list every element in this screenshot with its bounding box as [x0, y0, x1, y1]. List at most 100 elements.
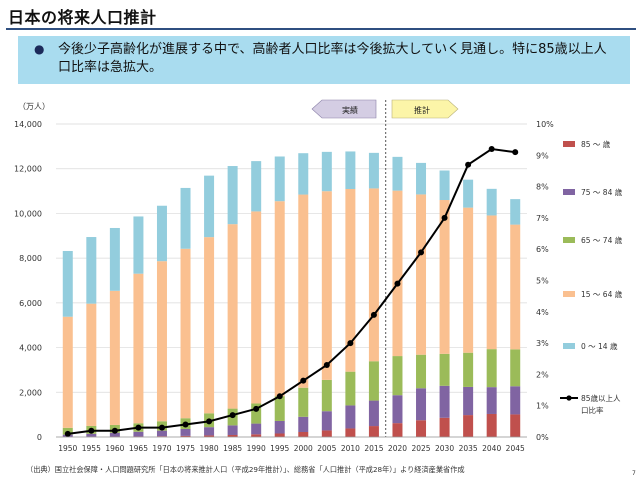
bar-segment: [274, 396, 285, 421]
bar-segment: [510, 386, 521, 415]
y-tick-label-left: 6,000: [19, 299, 42, 308]
bar-segment: [251, 423, 262, 435]
bar-segment: [274, 433, 285, 437]
bar-segment: [321, 430, 332, 437]
legend-line-label: 85歳以上人口比率: [581, 393, 621, 415]
x-tick-label: 2000: [294, 444, 313, 453]
y-tick-label-right: 2%: [536, 370, 549, 379]
legend-label: 75 ～ 84 歳: [581, 187, 623, 197]
bar-segment: [486, 413, 497, 437]
x-tick-label: 1975: [176, 444, 195, 453]
source-note: （出典）国立社会保障・人口問題研究所「日本の将来推計人口（平成29年推計）」、総…: [26, 465, 465, 474]
summary-callout: ● 今後少子高齢化が進展する中で、高齢者人口比率は今後拡大していく見通し。特に8…: [18, 36, 630, 84]
bar-segment: [133, 273, 144, 424]
y-tick-label-right: 9%: [536, 151, 549, 160]
bar-segment: [345, 371, 356, 406]
bar-segment: [416, 388, 427, 421]
y-tick-label-right: 5%: [536, 277, 549, 286]
y-tick-label-right: 3%: [536, 339, 549, 348]
bar-segment: [180, 435, 191, 437]
bar-segment: [204, 237, 215, 414]
ratio-point: [182, 421, 189, 428]
y-tick-label-left: 12,000: [14, 165, 42, 174]
actual-arrow: [311, 99, 377, 119]
bar-segment: [298, 153, 309, 195]
bar-segment: [86, 433, 97, 437]
bar-segment: [368, 152, 379, 189]
actual-label: 実績: [342, 105, 358, 115]
bar-segment: [204, 435, 215, 437]
bar-segment: [86, 237, 97, 304]
x-tick-label: 2045: [506, 444, 525, 453]
bar-segment: [62, 316, 73, 428]
x-tick-label: 1965: [129, 444, 148, 453]
ratio-point: [135, 424, 142, 431]
y-tick-label-right: 1%: [536, 402, 549, 411]
x-tick-label: 1995: [270, 444, 289, 453]
bar-segment: [510, 414, 521, 437]
ratio-point: [158, 424, 165, 431]
bar-segment: [510, 349, 521, 387]
bar-segment: [133, 431, 144, 437]
x-tick-label: 1990: [247, 444, 266, 453]
bar-segment: [486, 349, 497, 388]
bar-segment: [439, 417, 450, 437]
bar-segment: [416, 194, 427, 355]
bar-segment: [298, 194, 309, 388]
bar-segment: [227, 434, 238, 437]
bar-segment: [321, 379, 332, 412]
y-tick-label-left: 8,000: [19, 254, 42, 263]
bar-segment: [321, 411, 332, 431]
y-tick-label-right: 6%: [536, 245, 549, 254]
bar-segment: [368, 361, 379, 401]
bar-segment: [298, 387, 309, 417]
bar-segment: [274, 420, 285, 434]
bar-segment: [156, 430, 167, 437]
bar-segment: [345, 405, 356, 429]
y-tick-label-right: 0%: [536, 433, 549, 442]
y-tick-label-right: 7%: [536, 214, 549, 223]
summary-text: 今後少子高齢化が進展する中で、高齢者人口比率は今後拡大していく見通し。特に85歳…: [58, 42, 607, 75]
legend-swatch: [563, 343, 575, 349]
ratio-point: [488, 146, 495, 153]
y-tick-label-left: 14,000: [14, 120, 42, 129]
bar-segment: [392, 423, 403, 437]
x-tick-label: 2025: [411, 444, 430, 453]
bar-segment: [86, 303, 97, 426]
x-tick-label: 2020: [388, 444, 407, 453]
bar-segment: [510, 224, 521, 350]
ratio-point: [347, 340, 354, 347]
ratio-point: [206, 418, 213, 425]
bar-segment: [439, 170, 450, 201]
ratio-point: [465, 161, 472, 168]
bar-segment: [204, 427, 215, 436]
bar-segment: [251, 161, 262, 212]
y-tick-label-left: 2,000: [19, 388, 42, 397]
bar-segment: [109, 227, 120, 291]
x-tick-label: 2035: [459, 444, 478, 453]
title-underline: [6, 28, 636, 30]
ratio-point: [394, 280, 401, 287]
bar-segment: [298, 416, 309, 432]
bar-segment: [439, 353, 450, 386]
y-tick-label-left: 4,000: [19, 344, 42, 353]
ratio-point: [370, 311, 377, 318]
bar-segment: [486, 215, 497, 350]
y-axis-unit-label: （万人）: [18, 102, 50, 111]
ratio-point: [88, 427, 95, 434]
y-tick-label-right: 8%: [536, 183, 549, 192]
bar-segment: [463, 207, 474, 353]
bar-segment: [392, 395, 403, 424]
bar-segment: [368, 400, 379, 427]
legend-swatch: [563, 189, 575, 195]
x-tick-label: 2005: [317, 444, 336, 453]
bar-segment: [62, 250, 73, 317]
y-tick-label-right: 10%: [536, 120, 554, 129]
legend-swatch: [563, 237, 575, 243]
bar-segment: [109, 290, 120, 425]
bar-segment: [156, 261, 167, 422]
legend-line-marker: [566, 395, 572, 401]
bar-segment: [321, 191, 332, 380]
x-tick-label: 1970: [152, 444, 171, 453]
bar-segment: [439, 385, 450, 418]
